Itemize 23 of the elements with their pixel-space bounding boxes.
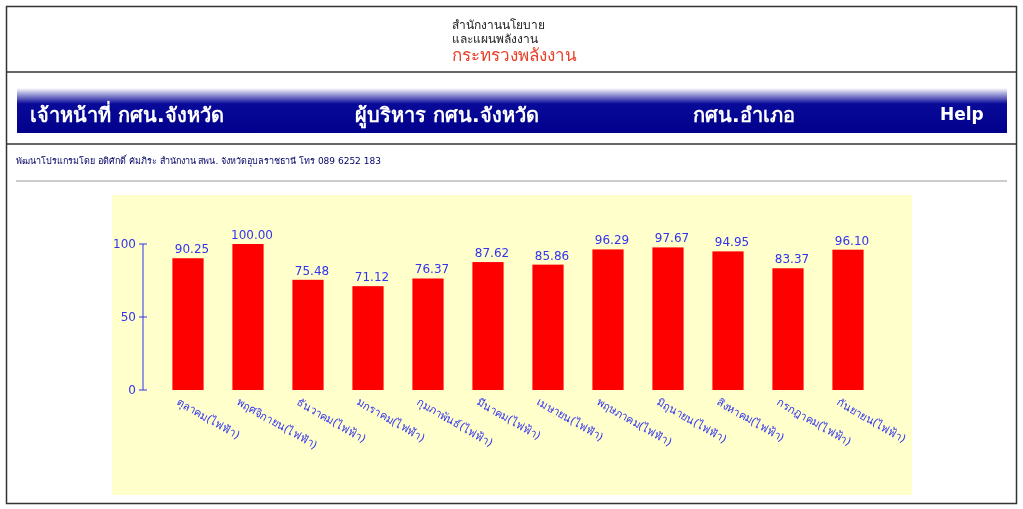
annotation: ผู้บริหาร กศน.จังหวัด — [355, 103, 539, 127]
annotation: กระทรวงพลังงาน — [452, 45, 577, 65]
annotation: เจ้าหน้าที่ กศน.จังหวัด — [30, 103, 224, 127]
y-tick-label: 100 — [113, 237, 136, 251]
data-label: 96.10 — [834, 233, 870, 248]
data-label: 100.00 — [231, 228, 273, 242]
annotation: สำนักงานนโยบาย — [452, 18, 545, 32]
data-label: 96.29 — [594, 233, 630, 248]
annotation: และแผนพลังงาน — [452, 32, 538, 46]
data-label: 75.48 — [294, 263, 330, 278]
data-label: 90.25 — [174, 242, 210, 257]
data-label: 71.12 — [354, 270, 390, 285]
annotation: Help — [940, 104, 984, 124]
data-label: 85.86 — [534, 248, 570, 263]
data-label: 87.62 — [474, 246, 510, 261]
annotation: กศน.อำเภอ — [693, 103, 795, 127]
data-label: 97.67 — [654, 231, 690, 246]
data-label: 76.37 — [414, 262, 450, 277]
y-tick-label: 0 — [128, 383, 136, 397]
annotation: พัฒนาโปรแกรมโดย อดิศักดิ์ คัมภิระ สำนักงาน สพน. จังหวัดอุบลราชธานี โทร 089 6252 183 — [16, 156, 381, 166]
data-label: 83.37 — [774, 252, 810, 267]
data-label: 94.95 — [714, 235, 750, 250]
y-tick-label: 50 — [120, 310, 136, 324]
